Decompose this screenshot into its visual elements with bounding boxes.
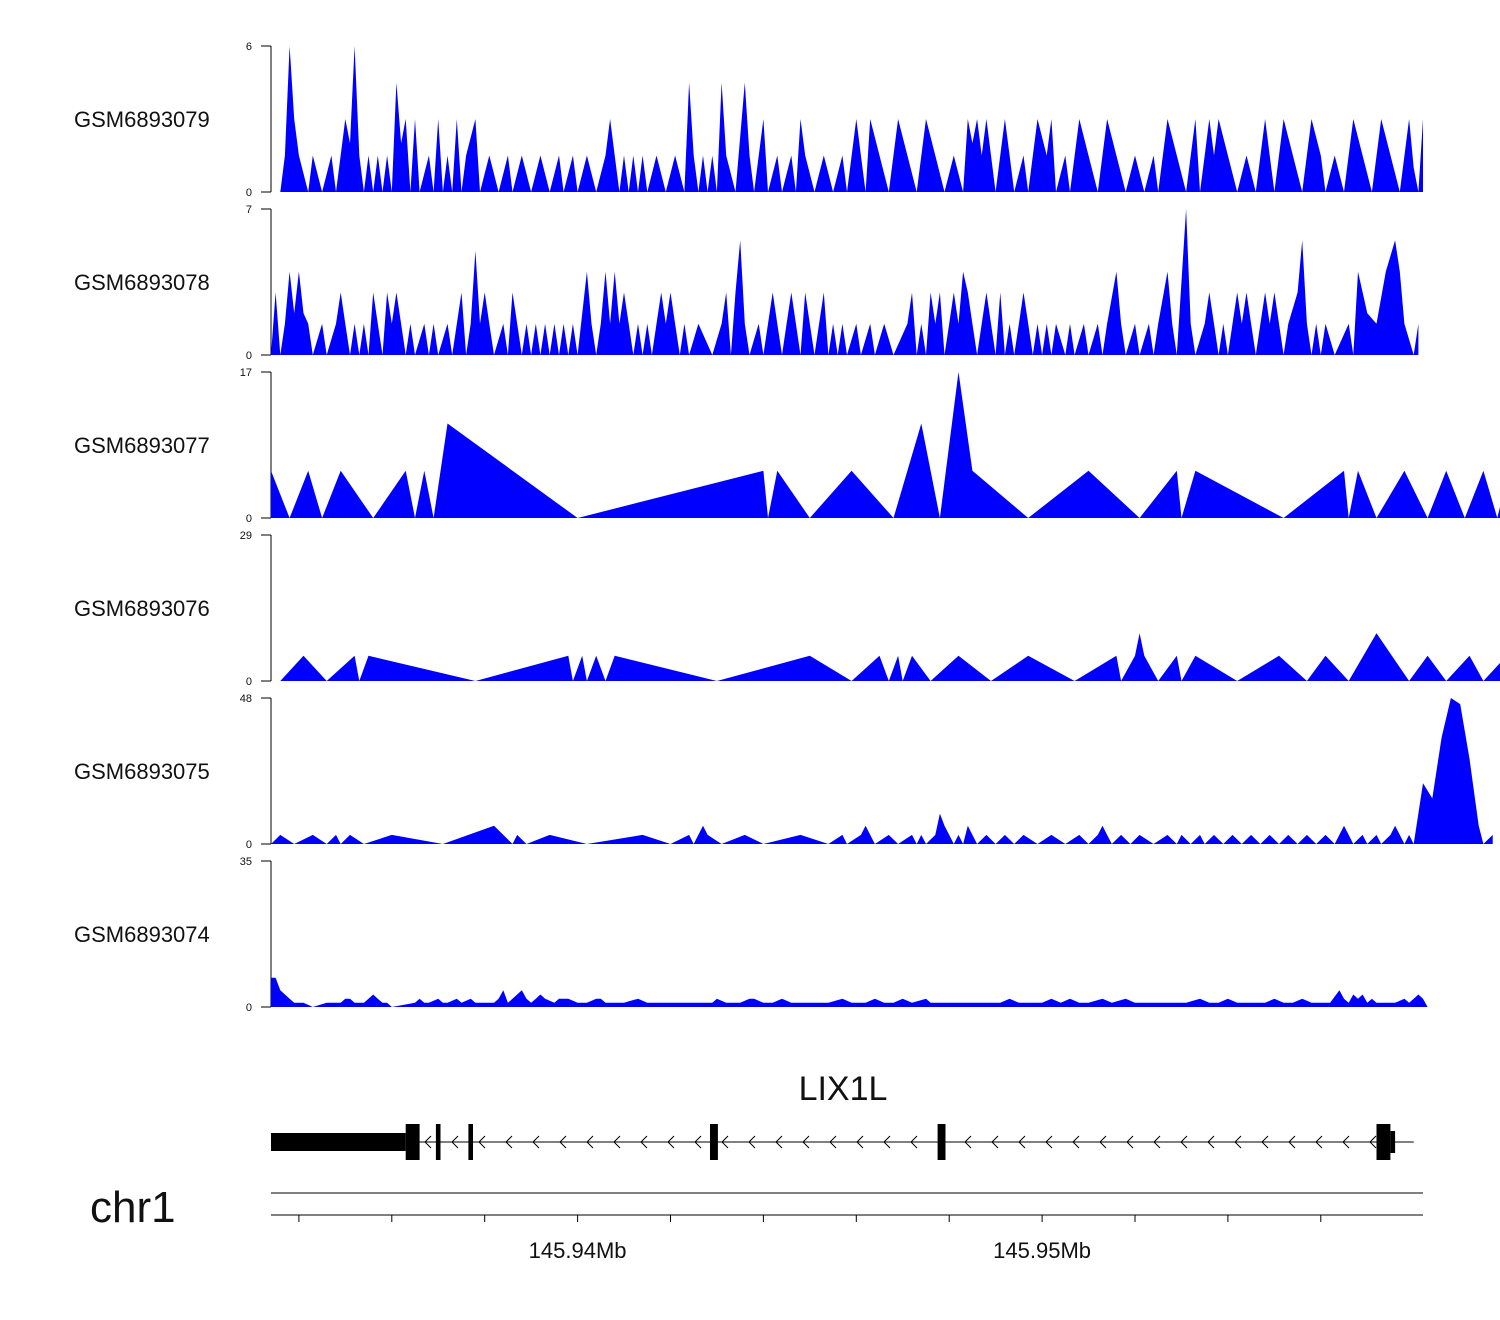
strand-arrow — [1288, 1135, 1296, 1149]
gene-exons — [271, 1124, 1396, 1160]
strand-arrow — [721, 1135, 729, 1149]
strand-arrow — [1018, 1135, 1026, 1149]
strand-arrow — [667, 1135, 675, 1149]
strand-arrow — [532, 1135, 540, 1149]
y-tick-label-min: 0 — [246, 350, 252, 362]
strand-arrow — [964, 1135, 972, 1149]
track-GSM6893078: GSM6893078 7 0 — [74, 204, 1419, 362]
strand-arrow — [613, 1135, 621, 1149]
track-label: GSM6893076 — [74, 596, 210, 621]
coverage-tracks: GSM689307960GSM689307870GSM6893077170GSM… — [74, 41, 1500, 1014]
strand-arrow — [883, 1135, 891, 1149]
track-GSM6893077: GSM6893077 17 0 — [74, 367, 1500, 525]
axis-tick-label: 145.95Mb — [993, 1238, 1091, 1263]
strand-arrow — [1261, 1135, 1269, 1149]
strand-arrow — [1072, 1135, 1080, 1149]
y-tick-label-min: 0 — [246, 839, 252, 851]
genome-axis: chr1 145.94Mb 145.95Mb — [90, 1183, 1423, 1263]
track-GSM6893079: GSM6893079 6 0 — [74, 41, 1423, 199]
strand-arrow — [775, 1135, 783, 1149]
axis-tick-labels: 145.94Mb 145.95Mb — [529, 1238, 1091, 1263]
track-GSM6893076: GSM6893076 29 0 — [74, 530, 1500, 688]
strand-arrow — [991, 1135, 999, 1149]
track-GSM6893074: GSM6893074 35 0 — [74, 856, 1433, 1014]
coverage-area — [271, 698, 1493, 844]
strand-arrow — [694, 1135, 702, 1149]
coverage-area — [280, 633, 1500, 681]
y-tick-label-max: 7 — [246, 204, 252, 216]
y-tick-label-max: 17 — [240, 367, 252, 379]
coverage-area — [271, 977, 1433, 1007]
exon — [1390, 1131, 1396, 1153]
axis-tick-label: 145.94Mb — [529, 1238, 627, 1263]
strand-arrows — [424, 1135, 1377, 1149]
y-tick-label-max: 35 — [240, 856, 252, 868]
track-GSM6893075: GSM6893075 48 0 — [74, 693, 1493, 851]
strand-arrow — [559, 1135, 567, 1149]
y-tick-label-max: 29 — [240, 530, 252, 542]
strand-arrow — [748, 1135, 756, 1149]
gene-name-label: LIX1L — [799, 1070, 888, 1108]
strand-arrow — [1153, 1135, 1161, 1149]
strand-arrow — [1369, 1135, 1377, 1149]
strand-arrow — [1207, 1135, 1215, 1149]
strand-arrow — [1234, 1135, 1242, 1149]
strand-arrow — [1045, 1135, 1053, 1149]
strand-arrow — [1342, 1135, 1350, 1149]
exon — [435, 1124, 441, 1160]
y-tick-label-max: 48 — [240, 693, 252, 705]
exon — [405, 1124, 420, 1160]
gene-annotation-track: LIX1L — [271, 1070, 1414, 1160]
track-label: GSM6893074 — [74, 922, 210, 947]
track-label: GSM6893077 — [74, 433, 210, 458]
strand-arrow — [910, 1135, 918, 1149]
exon — [271, 1133, 406, 1151]
strand-arrow — [505, 1135, 513, 1149]
strand-arrow — [640, 1135, 648, 1149]
coverage-area — [280, 46, 1423, 192]
strand-arrow — [424, 1135, 432, 1149]
exon — [710, 1124, 718, 1160]
strand-arrow — [1126, 1135, 1134, 1149]
strand-arrow — [1099, 1135, 1107, 1149]
track-label: GSM6893078 — [74, 270, 210, 295]
coverage-area — [271, 372, 1500, 518]
strand-arrow — [586, 1135, 594, 1149]
track-label: GSM6893079 — [74, 107, 210, 132]
exon — [1376, 1124, 1391, 1160]
strand-arrow — [1315, 1135, 1323, 1149]
strand-arrow — [802, 1135, 810, 1149]
strand-arrow — [856, 1135, 864, 1149]
y-tick-label-max: 6 — [246, 41, 252, 53]
strand-arrow — [451, 1135, 459, 1149]
y-tick-label-min: 0 — [246, 676, 252, 688]
strand-arrow — [1180, 1135, 1188, 1149]
y-tick-label-min: 0 — [246, 513, 252, 525]
y-tick-label-min: 0 — [246, 1002, 252, 1014]
chromosome-label: chr1 — [90, 1183, 176, 1232]
coverage-area — [271, 209, 1419, 355]
exon — [468, 1124, 473, 1160]
strand-arrow — [829, 1135, 837, 1149]
exon — [937, 1124, 946, 1160]
strand-arrow — [478, 1135, 486, 1149]
track-label: GSM6893075 — [74, 759, 210, 784]
axis-ticks — [298, 1215, 1322, 1222]
y-tick-label-min: 0 — [246, 187, 252, 199]
